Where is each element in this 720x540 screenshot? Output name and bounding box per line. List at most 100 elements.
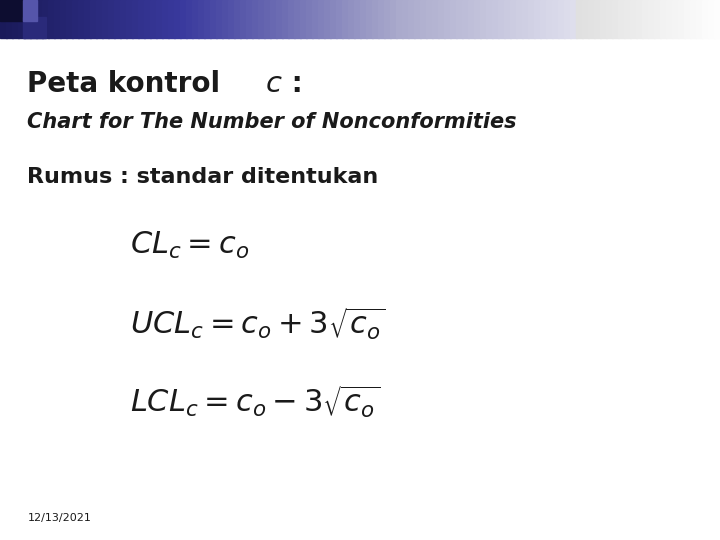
Bar — [684, 0, 690, 38]
Bar — [90, 0, 96, 38]
Bar — [354, 0, 361, 38]
Bar — [24, 0, 31, 38]
Bar — [228, 0, 235, 38]
Bar — [23, 17, 46, 38]
Bar — [390, 0, 397, 38]
Bar — [480, 0, 487, 38]
Bar — [0, 0, 23, 21]
Bar — [444, 0, 451, 38]
Bar — [0, 0, 6, 38]
Text: :: : — [282, 70, 303, 98]
Bar — [582, 0, 589, 38]
Bar — [240, 0, 247, 38]
Bar — [30, 0, 37, 38]
Bar — [42, 0, 49, 38]
Bar — [516, 0, 523, 38]
Bar — [546, 0, 553, 38]
Bar — [588, 0, 595, 38]
Text: $CL_c = c_o$: $CL_c = c_o$ — [130, 230, 249, 261]
Bar — [630, 0, 636, 38]
Bar — [600, 0, 607, 38]
Bar — [312, 0, 319, 38]
Text: $\it{c}$: $\it{c}$ — [265, 70, 282, 98]
Text: Rumus : standar ditentukan: Rumus : standar ditentukan — [27, 167, 379, 187]
Bar — [246, 0, 253, 38]
Bar — [138, 0, 145, 38]
Bar — [180, 0, 186, 38]
Bar — [666, 0, 672, 38]
Bar — [642, 0, 649, 38]
Bar — [672, 0, 679, 38]
Bar — [234, 0, 240, 38]
Bar — [156, 0, 163, 38]
Bar — [414, 0, 420, 38]
Text: $LCL_c = c_o - 3\sqrt{c_o}$: $LCL_c = c_o - 3\sqrt{c_o}$ — [130, 384, 380, 421]
Bar — [522, 0, 528, 38]
Bar — [378, 0, 384, 38]
Text: Chart for The Number of Nonconformities: Chart for The Number of Nonconformities — [27, 111, 517, 132]
Bar — [486, 0, 492, 38]
Bar — [648, 0, 654, 38]
Bar — [162, 0, 168, 38]
Bar — [654, 0, 661, 38]
Bar — [216, 0, 222, 38]
Bar — [426, 0, 433, 38]
Bar — [432, 0, 438, 38]
Bar — [492, 0, 499, 38]
Bar — [618, 0, 625, 38]
Bar — [456, 0, 463, 38]
Bar — [606, 0, 613, 38]
Bar — [576, 0, 582, 38]
Bar — [168, 0, 175, 38]
Bar — [108, 0, 114, 38]
Bar — [462, 0, 469, 38]
Bar — [342, 0, 348, 38]
Bar — [66, 0, 73, 38]
Text: Peta kontrol: Peta kontrol — [27, 70, 220, 98]
Bar — [564, 0, 571, 38]
Bar — [174, 0, 181, 38]
Bar — [54, 0, 60, 38]
Bar — [336, 0, 343, 38]
Bar — [150, 0, 157, 38]
Bar — [306, 0, 312, 38]
Bar — [120, 0, 127, 38]
Bar — [384, 0, 391, 38]
Bar — [360, 0, 366, 38]
Bar — [474, 0, 481, 38]
Bar — [144, 0, 150, 38]
Bar — [294, 0, 301, 38]
Bar — [636, 0, 643, 38]
Bar — [570, 0, 577, 38]
Bar — [60, 0, 67, 38]
Bar — [708, 0, 715, 38]
Bar — [48, 0, 55, 38]
Bar — [534, 0, 541, 38]
Bar — [366, 0, 373, 38]
Bar — [114, 0, 121, 38]
Bar — [300, 0, 307, 38]
Bar — [624, 0, 631, 38]
Bar — [78, 0, 85, 38]
Bar — [318, 0, 325, 38]
Bar — [438, 0, 445, 38]
Bar — [72, 0, 78, 38]
Bar — [696, 0, 703, 38]
Bar — [558, 0, 564, 38]
Bar — [12, 0, 19, 38]
Bar — [36, 0, 42, 38]
Bar — [498, 0, 505, 38]
Bar — [420, 0, 427, 38]
Bar — [6, 0, 13, 38]
Bar — [252, 0, 258, 38]
Bar — [594, 0, 600, 38]
Text: $UCL_c = c_o + 3\sqrt{c_o}$: $UCL_c = c_o + 3\sqrt{c_o}$ — [130, 306, 385, 342]
Bar — [690, 0, 697, 38]
Bar — [396, 0, 402, 38]
Bar — [324, 0, 330, 38]
Bar — [23, 0, 37, 21]
Bar — [18, 0, 24, 38]
Bar — [96, 0, 103, 38]
Bar — [714, 0, 720, 38]
Bar — [192, 0, 199, 38]
